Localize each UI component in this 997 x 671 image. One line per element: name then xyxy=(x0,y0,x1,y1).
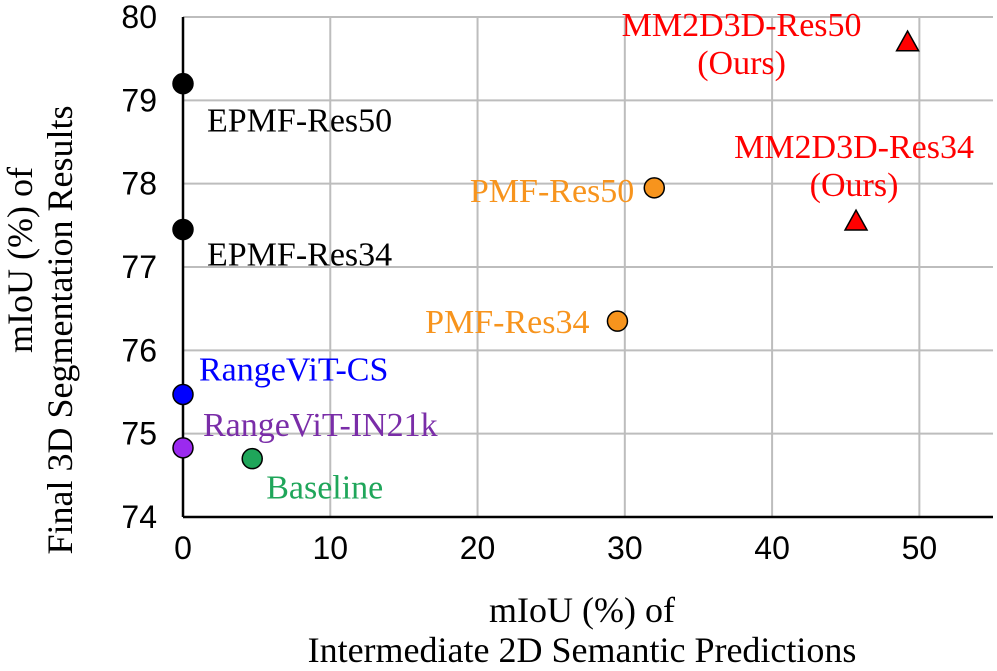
y-tick-label: 74 xyxy=(121,499,157,535)
x-tick-label: 20 xyxy=(460,530,496,566)
x-tick-label: 10 xyxy=(312,530,348,566)
label-epmf-res50: EPMF-Res50 xyxy=(207,103,392,140)
grid xyxy=(183,16,993,517)
tick-labels: 0 10 20 30 40 50 74 75 76 77 78 79 80 xyxy=(121,0,937,566)
label-mm2d3d-res50: MM2D3D-Res50 xyxy=(622,7,862,44)
y-axis-title-line-1: mIoU (%) of xyxy=(0,167,40,353)
point-pmf-res50 xyxy=(643,177,666,199)
label-baseline: Baseline xyxy=(266,470,383,507)
point-labels: EPMF-Res50 EPMF-Res34 RangeViT-CS RangeViT-… xyxy=(199,7,974,507)
label-mm2d3d-res34: MM2D3D-Res34 xyxy=(734,129,974,166)
y-tick-label: 80 xyxy=(121,0,157,35)
y-tick-label: 78 xyxy=(121,166,157,202)
x-tick-label: 30 xyxy=(607,530,643,566)
point-epmf-res34 xyxy=(172,218,194,241)
x-tick-label: 50 xyxy=(902,530,938,566)
x-tick-label: 0 xyxy=(174,530,192,566)
point-mm2d3d-res50 xyxy=(895,29,920,52)
point-rangevit-cs xyxy=(172,383,194,406)
x-axis-title-line-1: mIoU (%) of xyxy=(489,590,675,630)
y-tick-label: 75 xyxy=(121,416,157,452)
point-epmf-res50 xyxy=(172,72,194,95)
label-mm2d3d-res50: (Ours) xyxy=(697,45,786,82)
data-points xyxy=(172,29,920,470)
label-pmf-res34: PMF-Res34 xyxy=(425,304,589,341)
label-mm2d3d-res34: (Ours) xyxy=(810,167,899,204)
y-tick-label: 79 xyxy=(121,82,157,118)
point-rangevit-in21k xyxy=(172,437,194,459)
label-pmf-res50: PMF-Res50 xyxy=(470,173,634,210)
label-rangevit-in21k: RangeViT-IN21k xyxy=(203,407,438,444)
point-baseline xyxy=(241,447,263,470)
label-rangevit-cs: RangeViT-CS xyxy=(199,352,388,389)
point-mm2d3d-res34 xyxy=(843,208,869,231)
y-tick-label: 77 xyxy=(121,249,157,285)
axes xyxy=(181,17,993,519)
x-tick-label: 40 xyxy=(754,530,790,566)
y-axis-title-line-2: Final 3D Segmentation Results xyxy=(40,106,80,555)
label-epmf-res34: EPMF-Res34 xyxy=(207,237,392,274)
axis-titles: mIoU (%) of Intermediate 2D Semantic Pre… xyxy=(0,106,856,670)
x-axis-title-line-2: Intermediate 2D Semantic Predictions xyxy=(308,630,857,670)
point-pmf-res34 xyxy=(606,310,629,332)
y-tick-label: 76 xyxy=(121,332,157,368)
